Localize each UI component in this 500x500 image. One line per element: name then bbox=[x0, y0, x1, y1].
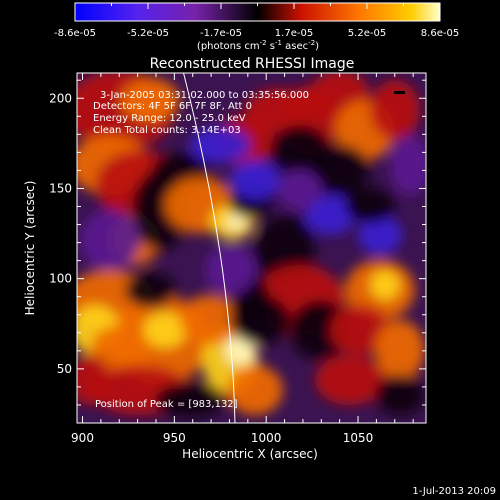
y-tick-labels: 50 100 150 200 bbox=[49, 91, 72, 376]
colorbar-tick-labels: -8.6e-05 -5.2e-05 -1.7e-05 1.7e-05 5.2e-… bbox=[54, 28, 459, 39]
heatmap-blob bbox=[80, 210, 140, 270]
y-tick-label: 200 bbox=[49, 91, 72, 105]
heatmap-blob bbox=[205, 245, 255, 295]
heatmap-blob bbox=[305, 195, 355, 235]
annotation-detectors: Detectors: 4F 5F 6F 7F 8F, Att 0 bbox=[93, 101, 252, 112]
heatmap-blob bbox=[125, 272, 175, 308]
colorbar-units: (photons cm-2 s-1 asec-2) bbox=[197, 39, 319, 52]
heatmap-blob bbox=[227, 365, 283, 415]
colorbar-tick-label: 5.2e-05 bbox=[348, 28, 386, 39]
heatmap-blob bbox=[278, 170, 322, 210]
heatmap-blob bbox=[143, 312, 187, 348]
chart-title: Reconstructed RHESSI Image bbox=[150, 56, 355, 72]
heatmap-blob bbox=[120, 78, 180, 122]
heatmap-image bbox=[77, 73, 426, 423]
colorbar-ticks bbox=[74, 3, 441, 9]
colorbar-tick-label: 8.6e-05 bbox=[421, 28, 459, 39]
annotation-clean-counts: Clean Total counts: 3.14E+03 bbox=[93, 125, 241, 136]
y-tick-label: 50 bbox=[57, 362, 72, 376]
peak-marker bbox=[394, 91, 405, 94]
plot-frame bbox=[76, 72, 427, 424]
x-tick-label: 1050 bbox=[343, 431, 374, 445]
heatmap-blob bbox=[375, 320, 425, 380]
heatmap-blob bbox=[330, 305, 390, 355]
heatmap-blob bbox=[358, 215, 402, 255]
heatmap-blob bbox=[375, 375, 425, 415]
colorbar-tick-label: -8.6e-05 bbox=[54, 28, 96, 39]
annotation-energy-range: Energy Range: 12.0 - 25.0 keV bbox=[93, 113, 246, 124]
annotation-time-range: 3-Jan-2005 03:31:02.000 to 03:35:56.000 bbox=[100, 90, 309, 101]
heatmap-blob bbox=[230, 160, 280, 200]
x-tick-label: 1000 bbox=[251, 431, 282, 445]
x-tick-label: 900 bbox=[71, 431, 94, 445]
solar-limb-line bbox=[183, 73, 236, 423]
y-tick-label: 150 bbox=[49, 181, 72, 195]
axis-ticks bbox=[77, 73, 426, 423]
heatmap-blob bbox=[315, 355, 385, 405]
colorbar-tick-label: 1.7e-05 bbox=[275, 28, 313, 39]
colorbar-tick-label: -1.7e-05 bbox=[200, 28, 242, 39]
heatmap-blob bbox=[226, 214, 246, 230]
heatmap-blob bbox=[290, 300, 350, 360]
colorbar-tick-label: -5.2e-05 bbox=[127, 28, 169, 39]
y-axis-label: Heliocentric Y (arcsec) bbox=[23, 181, 37, 316]
heatmap-blob bbox=[345, 187, 395, 223]
annotation-peak-position: Position of Peak = [983,132] bbox=[95, 399, 238, 410]
footer-timestamp: 1-Jul-2013 20:09 bbox=[412, 486, 496, 497]
heatmap-blob bbox=[370, 270, 400, 300]
x-axis-label: Heliocentric X (arcsec) bbox=[182, 447, 318, 461]
x-tick-label: 950 bbox=[163, 431, 186, 445]
x-tick-labels: 900 950 1000 1050 bbox=[71, 431, 373, 445]
heatmap-blob bbox=[90, 325, 150, 375]
heatmap-blob bbox=[190, 127, 250, 163]
heatmap-blob bbox=[310, 145, 370, 195]
annotations: 3-Jan-2005 03:31:02.000 to 03:35:56.000 … bbox=[93, 90, 309, 410]
heatmap-blob bbox=[180, 295, 240, 345]
heatmap-blob bbox=[370, 80, 420, 140]
y-tick-label: 100 bbox=[49, 272, 72, 286]
heatmap-blob bbox=[77, 355, 110, 405]
heatmap-blob bbox=[155, 382, 225, 418]
heatmap-blob bbox=[390, 135, 426, 195]
